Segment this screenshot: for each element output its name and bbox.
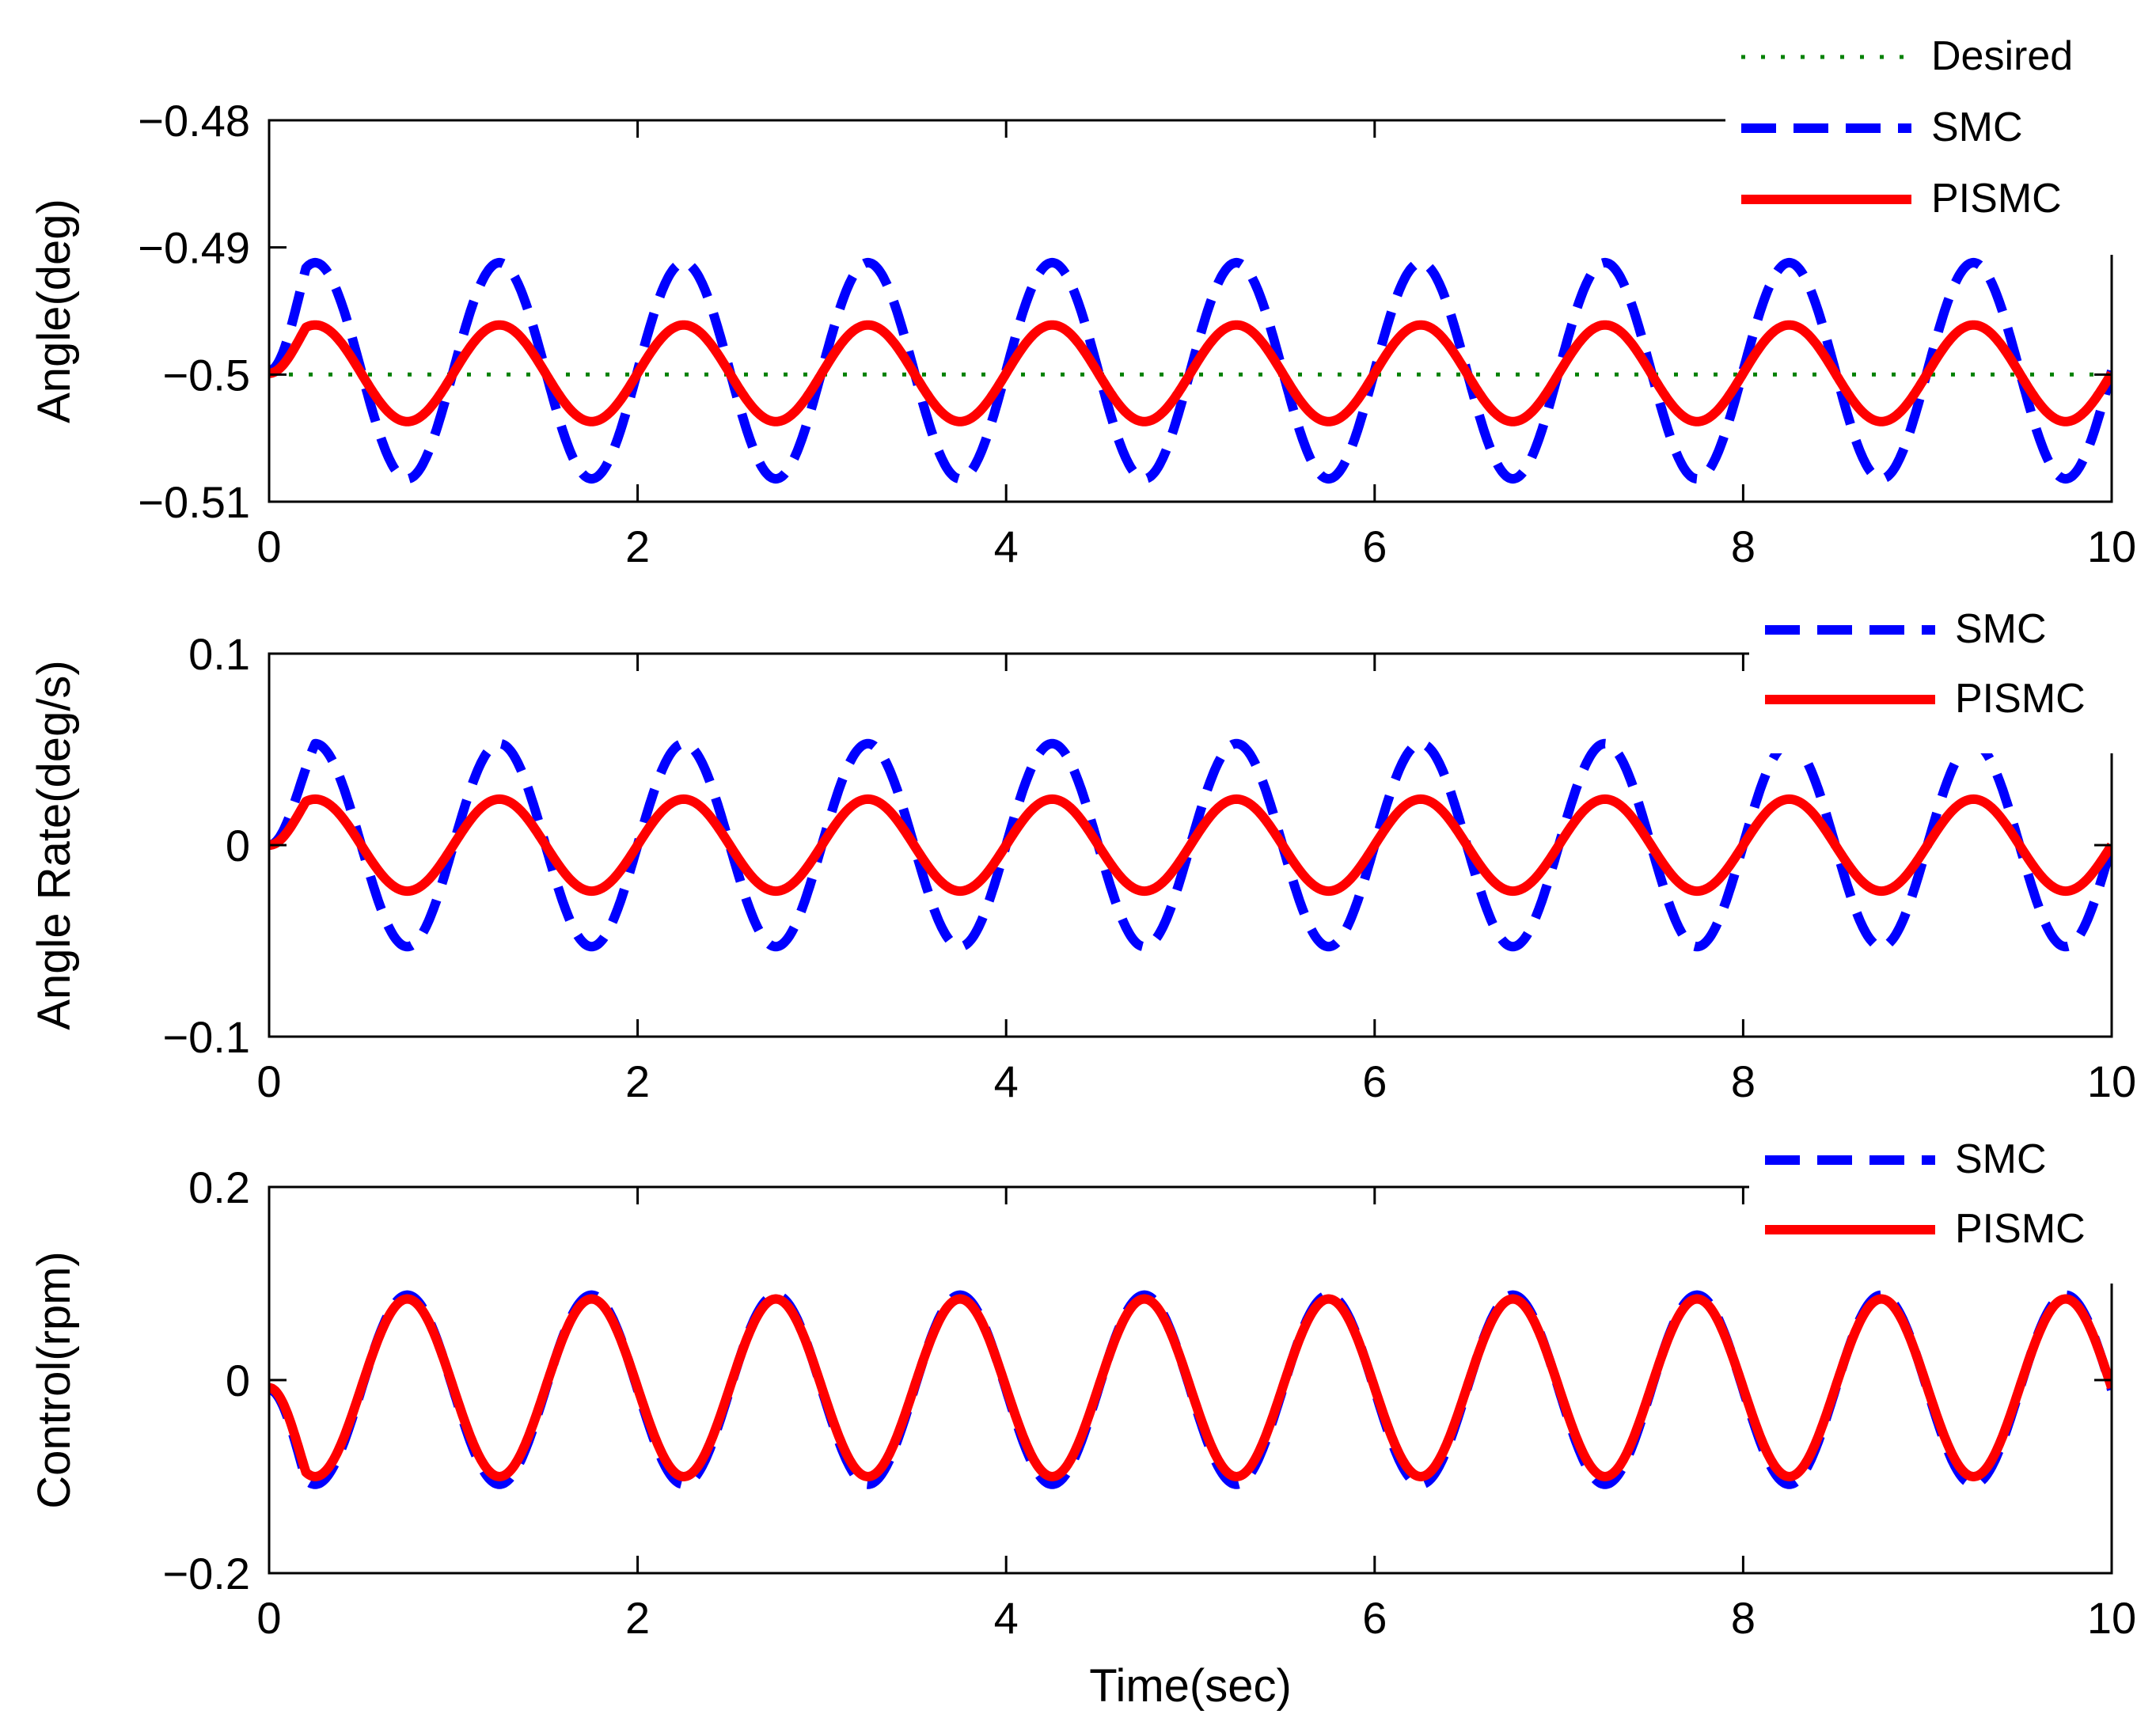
panel-3: 0 2 4 6 8 100.20−0.2Control(rpm)Time(sec)SMCP… — [28, 1125, 2136, 1712]
legend-box — [1749, 595, 2121, 753]
legend: SMC PISMC — [1749, 1125, 2121, 1284]
legend-label-smc: SMC — [1955, 606, 2047, 652]
y-tick-label: −0.49 — [138, 223, 250, 273]
series-line-pismc — [269, 1294, 2112, 1481]
y-tick-label: 0 — [226, 1356, 250, 1405]
x-tick-label: 8 — [1731, 1593, 1756, 1643]
x-tick-label: 6 — [1362, 521, 1387, 571]
x-tick-label: 2 — [625, 1056, 650, 1106]
y-axis-label: Angle(deg) — [28, 199, 80, 423]
x-tick-label: 4 — [994, 521, 1019, 571]
series-line-pismc — [269, 794, 2112, 897]
legend-box — [1725, 22, 2121, 255]
x-tick-label: 2 — [625, 521, 650, 571]
legend-label-smc: SMC — [1931, 104, 2023, 150]
x-tick-label: 0 — [256, 521, 281, 571]
y-tick-label: 0.2 — [188, 1162, 250, 1212]
y-tick-label: −0.1 — [162, 1012, 250, 1062]
legend-label-pismc: PISMC — [1931, 176, 2062, 222]
x-tick-label: 10 — [2087, 1056, 2136, 1106]
x-tick-label: 10 — [2087, 1593, 2136, 1643]
legend-label-desired: Desired — [1931, 33, 2073, 79]
legend: Desired SMC PISMC — [1725, 22, 2121, 255]
x-tick-label: 6 — [1362, 1056, 1387, 1106]
legend-label-smc: SMC — [1955, 1136, 2047, 1182]
x-tick-label: 0 — [256, 1593, 281, 1643]
y-tick-label: 0.1 — [188, 629, 250, 679]
y-tick-label: −0.2 — [162, 1549, 250, 1598]
x-tick-label: 4 — [994, 1056, 1019, 1106]
y-tick-label: −0.5 — [162, 350, 250, 400]
x-tick-label: 10 — [2087, 521, 2136, 571]
axes-box — [268, 119, 2113, 503]
x-tick-label: 0 — [256, 1056, 281, 1106]
y-tick-label: −0.48 — [138, 96, 250, 146]
x-tick-label: 8 — [1731, 1056, 1756, 1106]
legend-label-pismc: PISMC — [1955, 676, 2086, 722]
x-tick-label: 6 — [1362, 1593, 1387, 1643]
legend-box — [1749, 1125, 2121, 1284]
y-axis-label: Control(rpm) — [28, 1251, 80, 1509]
x-tick-label: 4 — [994, 1593, 1019, 1643]
legend-label-pismc: PISMC — [1955, 1206, 2086, 1252]
y-axis-label: Angle Rate(deg/s) — [28, 660, 80, 1030]
y-tick-label: −0.51 — [138, 477, 250, 527]
legend: SMC PISMC — [1749, 595, 2121, 753]
x-tick-label: 8 — [1731, 521, 1756, 571]
y-tick-label: 0 — [226, 821, 250, 870]
x-axis-label: Time(sec) — [1089, 1660, 1292, 1712]
x-tick-label: 2 — [625, 1593, 650, 1643]
series-line-pismc — [269, 320, 2112, 427]
panel-1: 0 2 4 6 8 10 −0.48 −0.49 −0.5 −0.51 Angle(deg) Desi… — [28, 22, 2136, 571]
